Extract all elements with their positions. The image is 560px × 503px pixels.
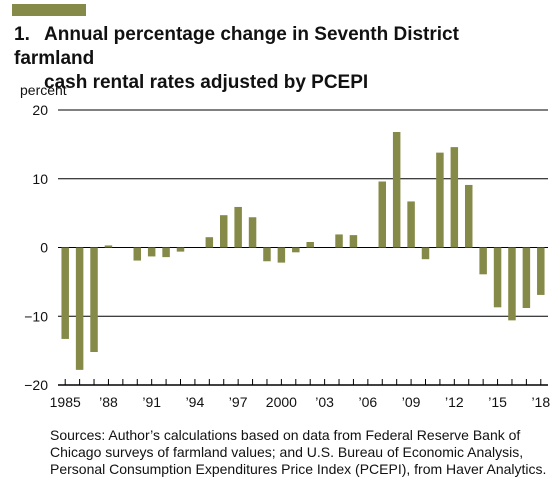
bar bbox=[537, 247, 545, 295]
bar bbox=[407, 201, 415, 248]
bar bbox=[450, 147, 459, 248]
bar bbox=[464, 184, 473, 248]
bar bbox=[508, 247, 516, 321]
x-tick-label: ’06 bbox=[359, 394, 378, 410]
bar bbox=[219, 215, 228, 248]
bar bbox=[306, 242, 314, 248]
bar bbox=[176, 247, 185, 252]
chart-title: 1. Annual percentage change in Seventh Di… bbox=[14, 23, 544, 95]
y-axis-unit-label: percent bbox=[20, 82, 67, 98]
bar bbox=[292, 247, 300, 253]
bar bbox=[90, 247, 98, 352]
bar bbox=[378, 181, 387, 248]
figure-number: 1. bbox=[14, 24, 30, 45]
header-accent-bar bbox=[12, 4, 86, 16]
bar bbox=[335, 234, 343, 248]
bar bbox=[436, 152, 444, 248]
bar bbox=[263, 247, 271, 262]
x-tick-label: 2000 bbox=[266, 394, 297, 410]
y-tick-label: −10 bbox=[24, 308, 48, 324]
y-tick-label: 20 bbox=[32, 102, 48, 118]
x-tick-label: ’12 bbox=[445, 394, 464, 410]
y-tick-label: −20 bbox=[24, 377, 48, 393]
title-line-2: cash rental rates adjusted by PCEPI bbox=[44, 72, 369, 93]
bar bbox=[104, 245, 113, 248]
bar bbox=[277, 247, 286, 263]
bar bbox=[392, 132, 401, 248]
x-tick-label: ’03 bbox=[315, 394, 334, 410]
y-tick-label: 0 bbox=[40, 240, 48, 256]
bar bbox=[248, 217, 257, 248]
bar bbox=[421, 247, 430, 260]
x-tick-label: ’15 bbox=[488, 394, 507, 410]
y-tick-label: 10 bbox=[32, 171, 48, 187]
bar bbox=[75, 247, 84, 370]
x-tick-label: ’88 bbox=[99, 394, 118, 410]
x-tick-label: ’18 bbox=[531, 394, 550, 410]
x-tick-label: ’97 bbox=[229, 394, 248, 410]
x-tick-label: ’91 bbox=[142, 394, 161, 410]
x-tick-label: ’09 bbox=[402, 394, 421, 410]
x-tick-label: 1985 bbox=[50, 394, 81, 410]
bar bbox=[162, 247, 170, 258]
bar bbox=[205, 237, 214, 248]
bar bbox=[522, 247, 531, 308]
x-tick-label: ’94 bbox=[186, 394, 205, 410]
bar bbox=[147, 247, 156, 257]
bar bbox=[479, 247, 487, 275]
bar bbox=[234, 206, 242, 248]
bar bbox=[133, 247, 142, 261]
bar bbox=[61, 247, 69, 339]
bar bbox=[349, 235, 358, 248]
title-line-1: Annual percentage change in Seventh Dist… bbox=[14, 24, 459, 69]
source-note: Sources: Author’s calculations based on … bbox=[50, 427, 547, 477]
bar bbox=[493, 247, 502, 308]
